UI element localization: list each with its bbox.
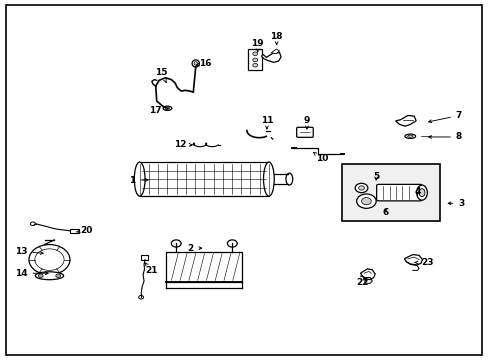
Ellipse shape [134, 162, 145, 196]
Polygon shape [261, 53, 281, 62]
Circle shape [171, 240, 181, 247]
Bar [248, 49, 262, 69]
Circle shape [38, 274, 43, 278]
Text: 1: 1 [129, 176, 148, 185]
Polygon shape [404, 255, 422, 265]
Polygon shape [395, 116, 415, 126]
Circle shape [354, 183, 367, 193]
Bar [70, 229, 79, 233]
Circle shape [361, 198, 370, 205]
Text: 7: 7 [428, 111, 461, 123]
Ellipse shape [263, 162, 274, 196]
Text: 5: 5 [372, 172, 379, 181]
Text: 23: 23 [414, 258, 433, 267]
Circle shape [139, 296, 143, 299]
Circle shape [252, 58, 257, 62]
Text: 21: 21 [145, 263, 158, 275]
Ellipse shape [165, 107, 169, 109]
Circle shape [227, 240, 237, 247]
Ellipse shape [192, 60, 199, 67]
Circle shape [35, 249, 64, 270]
Text: 12: 12 [174, 140, 192, 149]
Text: 3: 3 [447, 199, 464, 208]
Bar [341, 164, 439, 221]
Text: 15: 15 [155, 68, 167, 82]
Text: 11: 11 [260, 116, 273, 129]
Circle shape [252, 52, 257, 55]
Text: 4: 4 [413, 187, 420, 196]
Circle shape [30, 222, 35, 226]
Circle shape [252, 63, 257, 67]
Circle shape [356, 194, 375, 208]
Text: 8: 8 [428, 132, 461, 141]
Ellipse shape [35, 272, 63, 280]
Ellipse shape [285, 173, 292, 185]
Text: 10: 10 [313, 152, 328, 163]
Circle shape [29, 244, 70, 275]
Ellipse shape [404, 134, 415, 138]
Text: 6: 6 [382, 208, 388, 217]
Text: 2: 2 [187, 244, 201, 253]
Text: 22: 22 [356, 278, 368, 287]
Text: 20: 20 [77, 226, 92, 235]
Polygon shape [271, 49, 279, 54]
Text: 13: 13 [15, 247, 43, 256]
Text: 19: 19 [251, 39, 264, 52]
Ellipse shape [418, 189, 424, 197]
Bar [141, 255, 148, 260]
Ellipse shape [407, 135, 412, 137]
Text: 16: 16 [196, 59, 211, 68]
Text: 18: 18 [270, 32, 283, 45]
FancyBboxPatch shape [376, 184, 421, 201]
FancyBboxPatch shape [296, 127, 313, 137]
Circle shape [358, 186, 364, 190]
Ellipse shape [163, 106, 171, 111]
Text: 9: 9 [303, 116, 309, 129]
Ellipse shape [194, 62, 197, 65]
Text: 14: 14 [15, 269, 48, 278]
Text: 17: 17 [149, 105, 168, 114]
Ellipse shape [416, 185, 427, 200]
Bar [140, 162, 268, 196]
Bar [166, 252, 242, 282]
Circle shape [56, 274, 61, 278]
Polygon shape [360, 269, 374, 280]
